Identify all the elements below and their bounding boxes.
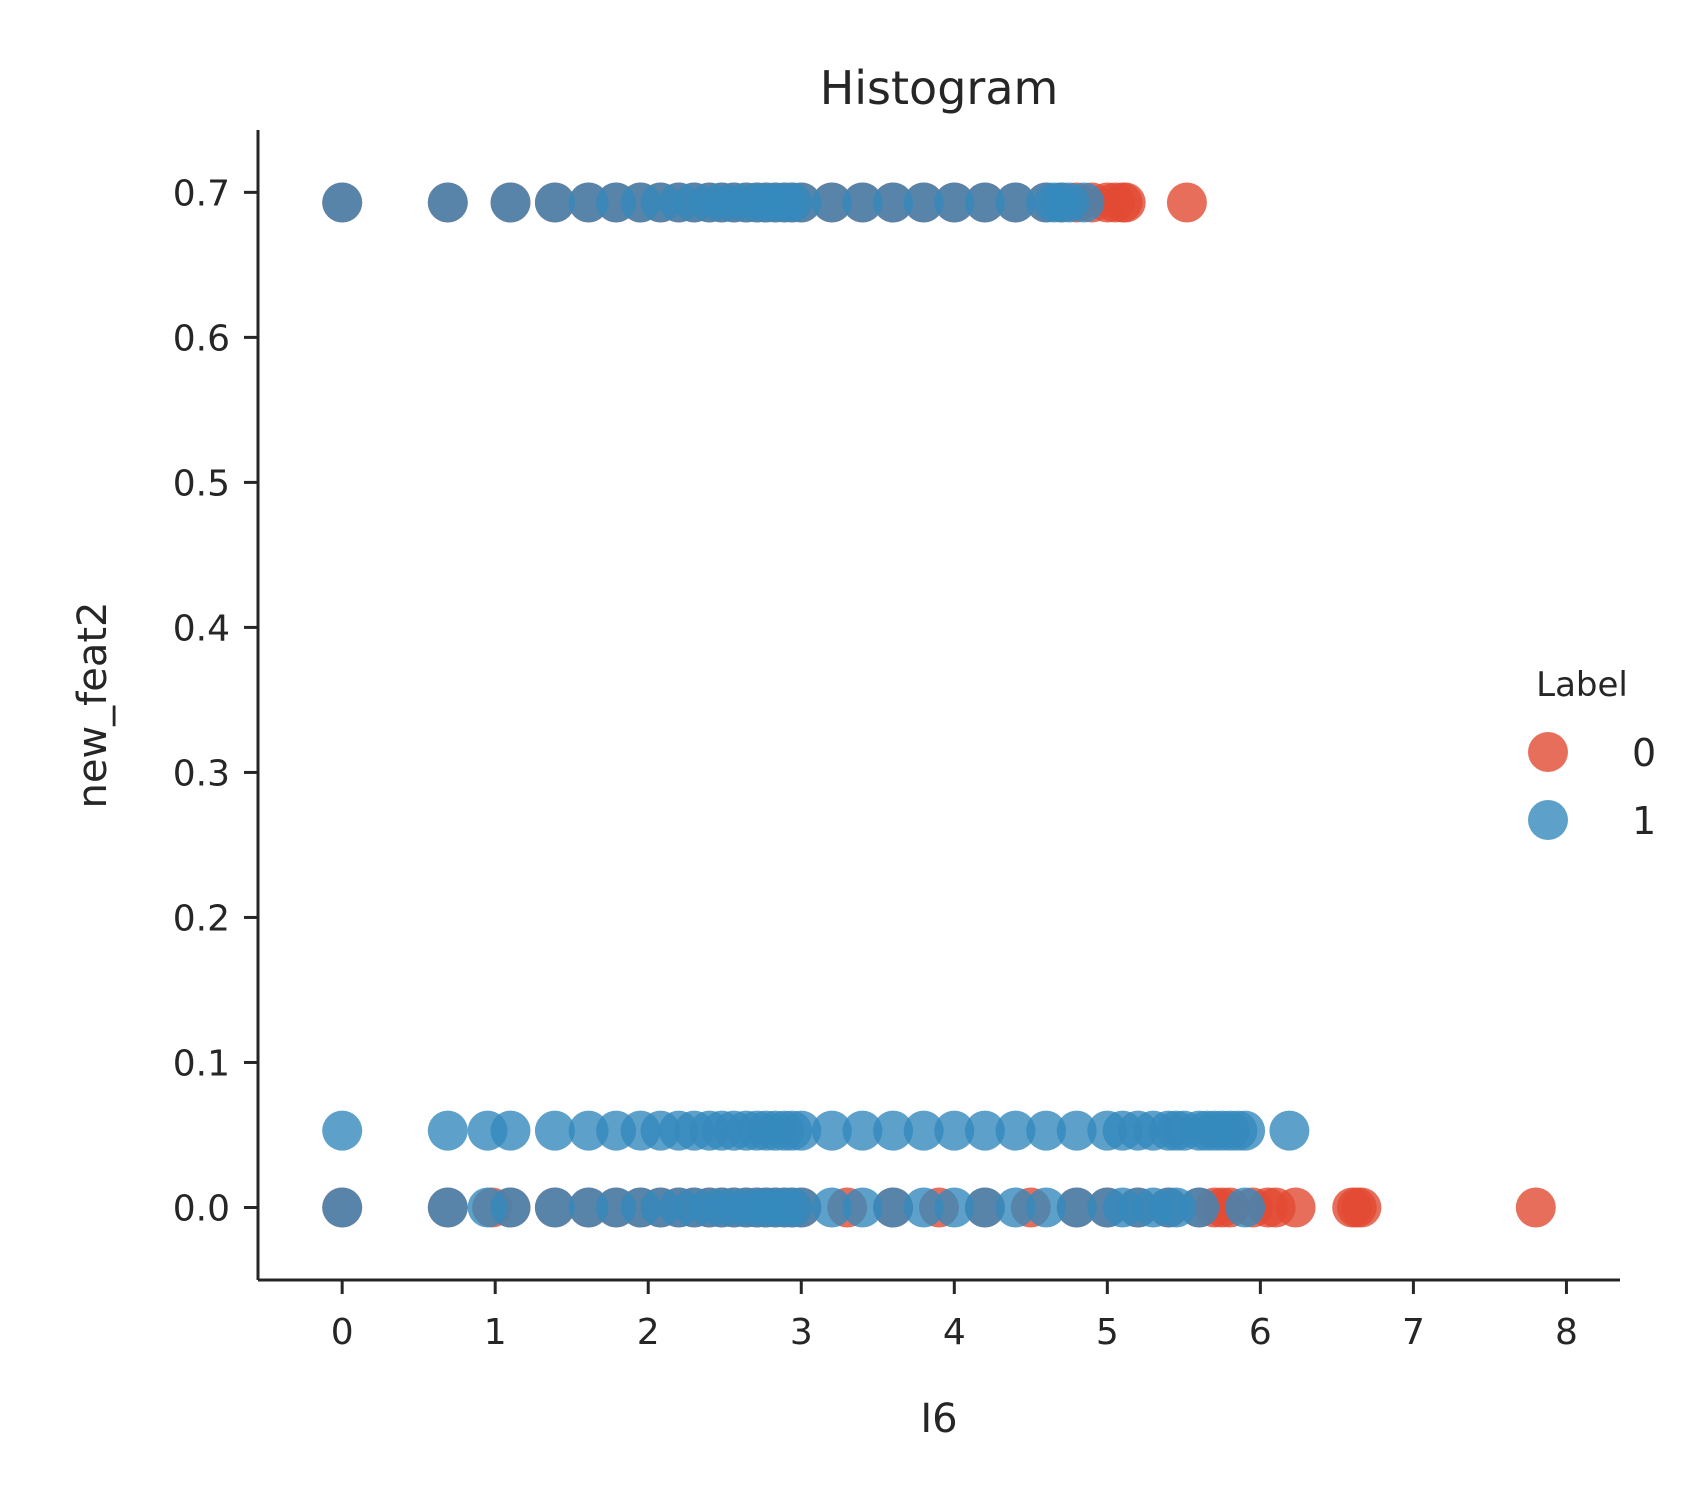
y-tick-label-3: 0.3: [173, 753, 230, 794]
x-ticks: 0 1 2 3 4 5 6 7 8: [331, 1280, 1578, 1353]
point-series-1-1-3: [490, 1110, 531, 1151]
point-series-1-2-25: [934, 1187, 975, 1228]
y-ticks: 0.0 0.1 0.2 0.3 0.4 0.5 0.6 0.7: [173, 173, 258, 1229]
point-series-1-1-0: [322, 1110, 363, 1151]
point-series-1-2-27: [995, 1187, 1036, 1228]
y-axis-title: new_feat2: [70, 601, 116, 808]
x-tick-label-0: 0: [331, 1312, 354, 1353]
point-series-1-1-23: [873, 1110, 914, 1151]
x-tick-label-1: 1: [484, 1312, 507, 1353]
point-series-1-2-36: [1179, 1187, 1220, 1228]
legend-label-0: 0: [1632, 731, 1656, 775]
point-series-1-1-29: [1056, 1110, 1097, 1151]
point-series-1-0-0: [322, 182, 363, 223]
point-series-1-1-27: [995, 1110, 1036, 1151]
point-series-0-1-40: [1341, 1187, 1382, 1228]
y-tick-label-4: 0.4: [173, 608, 230, 649]
point-series-1-1-28: [1026, 1110, 1067, 1151]
x-tick-label-6: 6: [1249, 1312, 1272, 1353]
legend-title: Label: [1536, 665, 1628, 705]
point-series-0-0-34: [1105, 182, 1146, 223]
chart-title: Histogram: [820, 61, 1059, 115]
point-series-1-1-26: [964, 1110, 1005, 1151]
y-tick-label-0: 0.0: [173, 1188, 230, 1229]
x-tick-label-2: 2: [637, 1312, 660, 1353]
point-series-1-1-20: [781, 1110, 822, 1151]
point-series-1-2-3: [490, 1187, 531, 1228]
x-tick-label-4: 4: [943, 1312, 966, 1353]
y-tick-label-7: 0.7: [173, 173, 230, 214]
point-series-1-1-43: [1225, 1110, 1266, 1151]
y-tick-label-5: 0.5: [173, 463, 230, 504]
points-layer: [322, 182, 1556, 1228]
point-series-1-2-1: [427, 1187, 468, 1228]
point-series-1-0-26: [995, 182, 1036, 223]
legend-marker-1: [1528, 800, 1568, 840]
x-axis-title: I6: [920, 1396, 957, 1442]
point-series-1-2-26: [964, 1187, 1005, 1228]
x-tick-label-8: 8: [1555, 1312, 1578, 1353]
x-tick-label-5: 5: [1096, 1312, 1119, 1353]
y-tick-label-2: 0.2: [173, 898, 230, 939]
point-series-0-0-35: [1166, 182, 1207, 223]
point-series-1-1-1: [427, 1110, 468, 1151]
point-series-1-0-1: [427, 182, 468, 223]
legend-marker-0: [1528, 732, 1568, 772]
point-series-1-1-44: [1269, 1110, 1310, 1151]
legend-label-1: 1: [1632, 799, 1656, 843]
y-tick-label-1: 0.1: [173, 1043, 230, 1084]
point-series-1-2-37: [1225, 1187, 1266, 1228]
point-series-1-2-5: [568, 1187, 609, 1228]
point-series-1-1-21: [811, 1110, 852, 1151]
point-series-1-2-24: [903, 1187, 944, 1228]
legend-items: 01: [1528, 731, 1656, 843]
point-series-1-0-23: [903, 182, 944, 223]
series-1: [322, 182, 1310, 1228]
point-series-1-0-25: [964, 182, 1005, 223]
x-tick-label-7: 7: [1402, 1312, 1425, 1353]
point-series-1-0-20: [811, 182, 852, 223]
point-series-1-0-31: [1064, 182, 1105, 223]
point-series-1-2-20: [781, 1187, 822, 1228]
point-series-1-0-22: [873, 182, 914, 223]
legend: Label 01: [1528, 665, 1656, 843]
point-series-1-2-21: [811, 1187, 852, 1228]
point-series-1-0-21: [842, 182, 883, 223]
point-series-1-1-5: [568, 1110, 609, 1151]
point-series-1-1-4: [534, 1110, 575, 1151]
point-series-1-1-22: [842, 1110, 883, 1151]
point-series-1-0-3: [534, 182, 575, 223]
x-tick-label-3: 3: [790, 1312, 813, 1353]
point-series-1-0-4: [568, 182, 609, 223]
point-series-1-0-24: [934, 182, 975, 223]
point-series-1-2-4: [534, 1187, 575, 1228]
point-series-1-2-29: [1056, 1187, 1097, 1228]
point-series-1-2-23: [873, 1187, 914, 1228]
point-series-0-1-37: [1275, 1187, 1316, 1228]
y-tick-label-6: 0.6: [173, 318, 230, 359]
point-series-1-1-24: [903, 1110, 944, 1151]
point-series-1-2-0: [322, 1187, 363, 1228]
point-series-1-1-25: [934, 1110, 975, 1151]
point-series-1-0-19: [781, 182, 822, 223]
point-series-1-2-22: [842, 1187, 883, 1228]
point-series-1-2-28: [1026, 1187, 1067, 1228]
point-series-0-1-41: [1515, 1187, 1556, 1228]
point-series-1-0-2: [490, 182, 531, 223]
